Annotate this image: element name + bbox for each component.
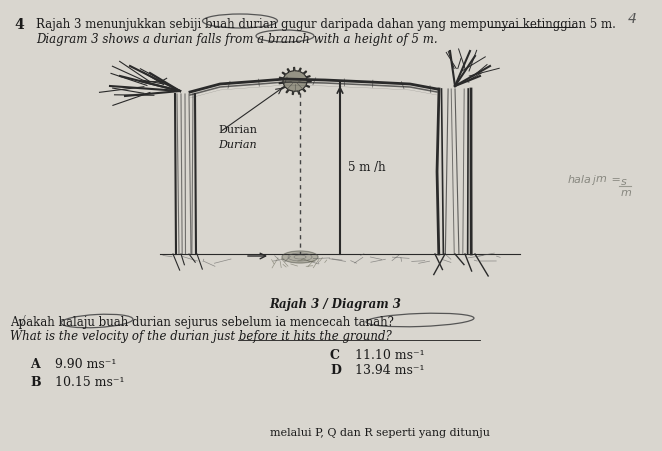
Text: hala: hala (568, 175, 592, 184)
Text: Durian: Durian (218, 125, 257, 135)
Text: 11.10 ms⁻¹: 11.10 ms⁻¹ (355, 348, 424, 361)
Text: Rajah 3 / Diagram 3: Rajah 3 / Diagram 3 (269, 297, 401, 310)
Text: s: s (621, 177, 627, 187)
Text: What is the velocity of the durian just before it hits the ground?: What is the velocity of the durian just … (10, 329, 392, 342)
Text: Apakah halaju buah durian sejurus sebelum ia mencecah tanah?: Apakah halaju buah durian sejurus sebelu… (10, 315, 394, 328)
Text: =: = (608, 175, 621, 184)
Text: 9.90 ms⁻¹: 9.90 ms⁻¹ (55, 357, 117, 370)
Text: j: j (592, 175, 594, 184)
Text: √: √ (18, 315, 26, 328)
Text: Durian: Durian (218, 140, 257, 150)
Text: 4: 4 (14, 18, 24, 32)
Text: m: m (621, 188, 632, 198)
Text: 5 m /h: 5 m /h (348, 161, 386, 174)
Text: D: D (330, 363, 341, 376)
Text: C: C (330, 348, 340, 361)
Text: 10.15 ms⁻¹: 10.15 ms⁻¹ (55, 375, 124, 388)
Text: Diagram 3 shows a durian falls from a branch with a height of 5 m.: Diagram 3 shows a durian falls from a br… (36, 33, 438, 46)
Text: 4: 4 (628, 12, 637, 26)
Text: melalui P, Q dan R seperti yang ditunju: melalui P, Q dan R seperti yang ditunju (270, 427, 490, 437)
Text: A: A (30, 357, 40, 370)
Text: 13.94 ms⁻¹: 13.94 ms⁻¹ (355, 363, 424, 376)
Text: m: m (596, 174, 607, 184)
Polygon shape (279, 68, 311, 95)
Text: B: B (30, 375, 40, 388)
Polygon shape (282, 252, 318, 263)
Text: Rajah 3 menunjukkan sebiji buah durian gugur daripada dahan yang mempunyai ketin: Rajah 3 menunjukkan sebiji buah durian g… (36, 18, 616, 31)
